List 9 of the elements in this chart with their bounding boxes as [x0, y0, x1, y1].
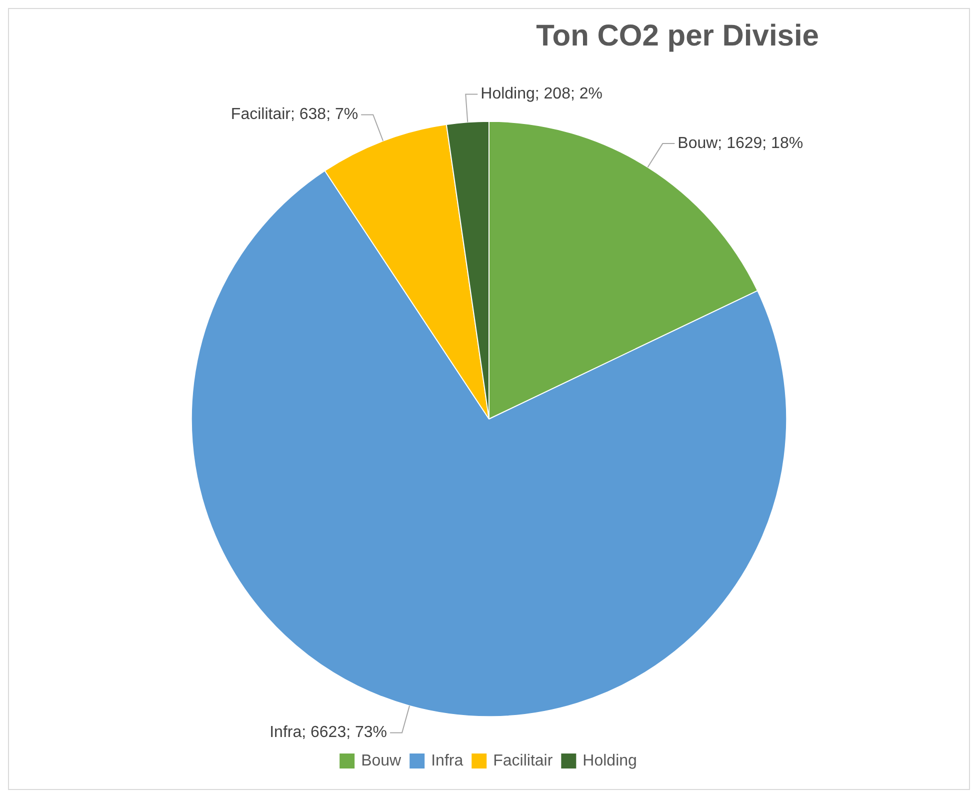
data-label: Infra; 6623; 73%	[270, 724, 388, 742]
data-label: Facilitair; 638; 7%	[230, 106, 358, 124]
legend-label: Holding	[582, 752, 637, 770]
data-label: Bouw; 1629; 18%	[678, 134, 804, 152]
data-label: Holding; 208; 2%	[480, 86, 602, 103]
legend-label: Bouw	[361, 752, 402, 770]
legend-label: Facilitair	[493, 752, 554, 770]
chart-title: Ton CO2 per Divisie	[536, 19, 819, 52]
legend-label: Infra	[431, 752, 464, 770]
